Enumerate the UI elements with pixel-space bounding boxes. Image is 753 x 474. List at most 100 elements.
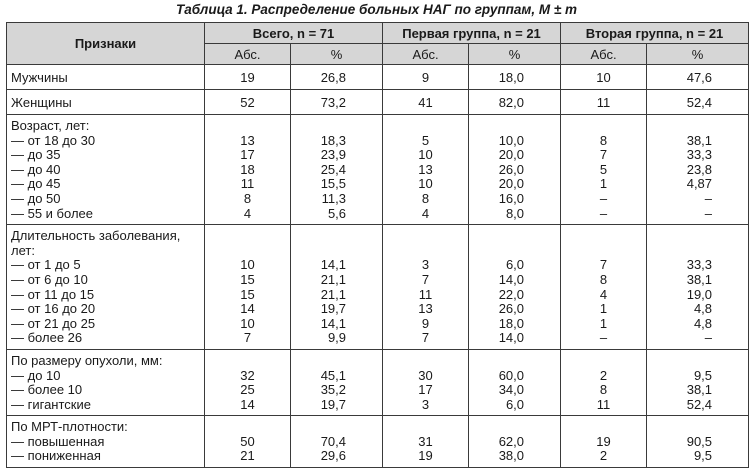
pct-cell: 52,4 — [646, 89, 750, 115]
pct-value: 22,0 — [498, 286, 525, 302]
spacer — [291, 244, 346, 259]
abs-value: 25 — [240, 382, 255, 398]
abs-value: 30 — [418, 367, 433, 383]
pct-value: 52,4 — [686, 396, 713, 412]
item-label: — до 50 — [11, 190, 61, 206]
item-label: — от 11 до 15 — [11, 286, 95, 302]
pct-value: 38,0 — [498, 448, 525, 464]
group-label-cell: По размеру опухоли, мм: — до 10— более 10… — [6, 348, 205, 417]
pct-header: % — [646, 43, 750, 65]
pct-value: 62,0 — [498, 433, 525, 449]
abs-cell: 9 — [382, 64, 470, 90]
abs-value: 17 — [240, 147, 255, 163]
abs-value: 11 — [240, 176, 255, 192]
abs-cell: 13 17 18 11 8 4 — [204, 113, 291, 226]
abs-value: 2 — [599, 448, 608, 464]
spacer — [561, 229, 646, 244]
abs-cell: 11 — [560, 89, 648, 115]
abs-cell: 7 8 4 1 1– — [560, 224, 648, 350]
pct-value: 26,0 — [498, 161, 525, 177]
abs-value: 8 — [599, 132, 608, 148]
abs-value: 3 — [421, 396, 430, 412]
abs-value: 13 — [240, 132, 255, 148]
item-label: — более 10 — [11, 382, 83, 398]
pct-cell: 26,8 — [289, 64, 384, 90]
abs-value: 1 — [599, 176, 608, 192]
pct-cell: 45,1 35,2 19,7 — [289, 348, 384, 417]
pct-value: 23,9 — [320, 147, 347, 163]
item-label: — до 35 — [11, 147, 61, 163]
abs-value: 7 — [421, 271, 430, 287]
spacer — [469, 420, 524, 435]
abs-value: 11 — [418, 286, 433, 302]
pct-cell: 14,1 21,1 21,1 19,7 14,1 9,9 — [289, 224, 384, 350]
spacer — [383, 119, 468, 134]
abs-value: 19 — [596, 433, 611, 449]
abs-cell: 41 — [382, 89, 470, 115]
pct-value: 4,8 — [693, 301, 713, 317]
spacer — [561, 420, 646, 435]
abs-value: 8 — [421, 190, 430, 206]
row-label: Женщины — [6, 89, 205, 115]
abs-cell: 8 7 5 1– – — [560, 113, 648, 226]
pct-value: 10,0 — [498, 132, 525, 148]
pct-value: 60,0 — [498, 367, 525, 383]
abs-value: 7 — [599, 257, 608, 273]
pct-value: 18,3 — [320, 132, 347, 148]
spacer — [647, 420, 712, 435]
abs-header: Абс. — [560, 43, 648, 65]
spacer — [647, 244, 712, 259]
pct-cell: 6,0 14,0 22,0 26,0 18,0 14,0 — [468, 224, 562, 350]
pct-value: 11,3 — [321, 190, 347, 206]
item-label: — повышенная — [11, 433, 105, 449]
abs-header: Абс. — [204, 43, 291, 65]
abs-value: 21 — [240, 448, 255, 464]
spacer — [469, 354, 524, 369]
feature-header: Признаки — [6, 22, 205, 65]
pct-value: 18,0 — [498, 315, 525, 331]
abs-header: Абс. — [382, 43, 470, 65]
group-heading: По МРТ-плотности: — [11, 419, 128, 435]
pct-value: 35,2 — [320, 382, 347, 398]
spacer — [205, 420, 290, 435]
abs-value: 3 — [421, 257, 430, 273]
abs-cell: 30 17 3 — [382, 348, 470, 417]
spacer — [383, 244, 468, 259]
spacer — [647, 229, 712, 244]
spacer — [469, 229, 524, 244]
abs-value: 14 — [240, 301, 255, 317]
pct-cell: 9,5 38,1 52,4 — [646, 348, 750, 417]
pct-value: 8,0 — [505, 205, 525, 221]
abs-value: 13 — [418, 161, 433, 177]
pct-value: – — [704, 190, 713, 206]
item-label: — более 26 — [11, 330, 83, 346]
pct-value: 33,3 — [686, 147, 713, 163]
pct-value: 70,4 — [320, 433, 347, 449]
abs-value: 1 — [599, 301, 608, 317]
abs-value: 5 — [599, 161, 608, 177]
item-label: — от 16 до 20 — [11, 301, 96, 317]
abs-value: 4 — [421, 205, 430, 221]
pct-value: 14,0 — [498, 271, 525, 287]
abs-cell: 3 7 11 13 9 7 — [382, 224, 470, 350]
abs-cell: 31 19 — [382, 415, 470, 469]
patients-table: Признаки Всего, n = 71 Первая группа, n … — [6, 22, 750, 469]
pct-cell: 18,0 — [468, 64, 562, 90]
spacer — [561, 244, 646, 259]
abs-value: 9 — [421, 315, 430, 331]
item-label: — пониженная — [11, 448, 101, 464]
pct-value: 38,1 — [686, 271, 713, 287]
abs-value: 4 — [599, 286, 608, 302]
abs-value: 14 — [240, 396, 255, 412]
pct-value: 14,0 — [498, 330, 525, 346]
item-label: — до 40 — [11, 161, 61, 177]
abs-value: 7 — [243, 330, 252, 346]
abs-value: 11 — [596, 396, 611, 412]
item-label: — гигантские — [11, 396, 91, 412]
abs-value: 2 — [599, 367, 608, 383]
group-header-first: Первая группа, n = 21 — [382, 22, 562, 44]
pct-value: 6,0 — [505, 396, 525, 412]
spacer — [383, 229, 468, 244]
group-header-total: Всего, n = 71 — [203, 22, 384, 44]
abs-cell: 32 25 14 — [204, 348, 291, 417]
